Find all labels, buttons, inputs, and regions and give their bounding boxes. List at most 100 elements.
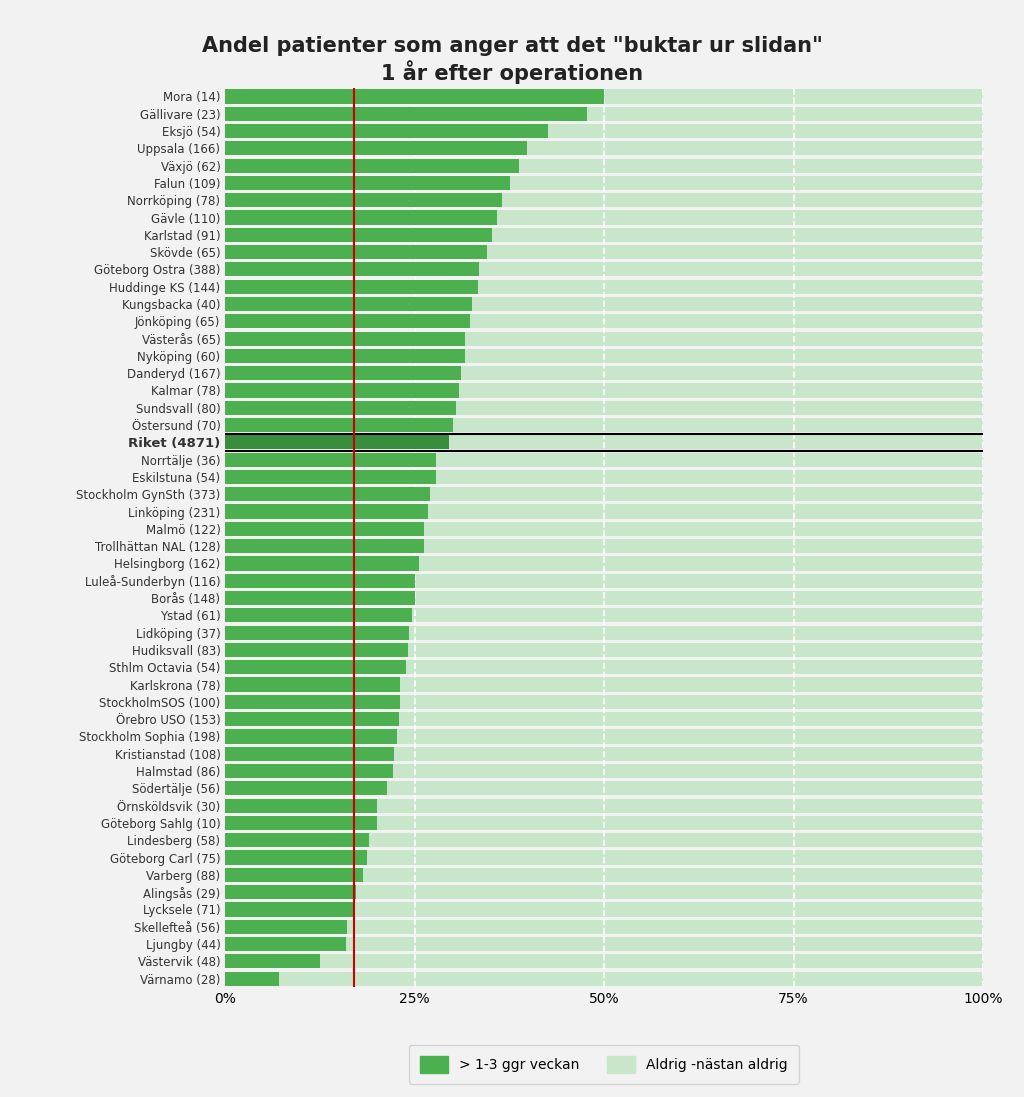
Bar bbox=[225, 954, 983, 969]
Bar bbox=[225, 383, 459, 397]
Bar bbox=[225, 211, 983, 225]
Bar bbox=[225, 833, 370, 847]
Bar bbox=[225, 885, 983, 900]
Bar bbox=[225, 954, 319, 969]
Bar bbox=[225, 400, 983, 415]
Bar bbox=[225, 228, 983, 242]
Bar bbox=[225, 193, 983, 207]
Bar bbox=[225, 245, 983, 259]
Bar bbox=[225, 124, 983, 138]
Bar bbox=[225, 556, 983, 570]
Bar bbox=[225, 280, 477, 294]
Bar bbox=[225, 418, 453, 432]
Bar bbox=[225, 764, 983, 778]
Bar bbox=[225, 280, 983, 294]
Bar bbox=[225, 366, 983, 381]
Bar bbox=[225, 470, 436, 484]
Bar bbox=[225, 453, 436, 467]
Bar bbox=[225, 383, 983, 397]
Bar bbox=[225, 747, 983, 761]
Bar bbox=[225, 314, 470, 328]
Bar bbox=[225, 919, 983, 934]
Bar bbox=[225, 556, 419, 570]
Bar bbox=[225, 781, 983, 795]
Bar bbox=[225, 158, 518, 172]
Bar bbox=[225, 142, 527, 156]
Bar bbox=[225, 799, 377, 813]
Bar bbox=[225, 868, 364, 882]
Bar bbox=[225, 89, 604, 103]
Bar bbox=[225, 972, 280, 986]
Bar bbox=[225, 591, 415, 606]
Bar bbox=[225, 176, 983, 190]
Bar bbox=[225, 764, 393, 778]
Bar bbox=[225, 574, 415, 588]
Bar bbox=[225, 833, 983, 847]
Bar bbox=[225, 937, 983, 951]
Bar bbox=[225, 643, 983, 657]
Bar bbox=[225, 868, 983, 882]
Text: Andel patienter som anger att det "buktar ur slidan"
1 år efter operationen: Andel patienter som anger att det "bukta… bbox=[202, 36, 822, 84]
Bar bbox=[225, 228, 492, 242]
Bar bbox=[225, 678, 983, 692]
Bar bbox=[225, 574, 983, 588]
Bar bbox=[225, 730, 397, 744]
Bar bbox=[225, 505, 428, 519]
Bar bbox=[225, 331, 466, 346]
Bar bbox=[225, 816, 983, 830]
Bar bbox=[225, 937, 346, 951]
Bar bbox=[225, 418, 983, 432]
Legend: > 1-3 ggr veckan, Aldrig -nästan aldrig: > 1-3 ggr veckan, Aldrig -nästan aldrig bbox=[410, 1044, 799, 1084]
Bar bbox=[225, 781, 387, 795]
Bar bbox=[225, 972, 983, 986]
Bar bbox=[225, 522, 983, 536]
Bar bbox=[225, 747, 393, 761]
Bar bbox=[225, 678, 400, 692]
Bar bbox=[225, 625, 983, 640]
Bar bbox=[225, 539, 424, 553]
Bar bbox=[225, 106, 588, 121]
Bar bbox=[225, 505, 983, 519]
Bar bbox=[225, 730, 983, 744]
Bar bbox=[225, 919, 347, 934]
Bar bbox=[225, 694, 399, 709]
Bar bbox=[225, 436, 983, 450]
Bar bbox=[225, 89, 983, 103]
Bar bbox=[225, 262, 479, 276]
Bar bbox=[225, 453, 983, 467]
Bar bbox=[225, 297, 983, 312]
Bar bbox=[225, 591, 983, 606]
Bar bbox=[225, 470, 983, 484]
Bar bbox=[225, 850, 983, 864]
Bar bbox=[225, 885, 355, 900]
Bar bbox=[225, 816, 377, 830]
Bar bbox=[225, 660, 406, 675]
Bar bbox=[225, 211, 498, 225]
Bar bbox=[225, 539, 983, 553]
Bar bbox=[225, 694, 983, 709]
Bar bbox=[225, 487, 430, 501]
Bar bbox=[225, 106, 983, 121]
Bar bbox=[225, 712, 983, 726]
Bar bbox=[225, 625, 410, 640]
Bar bbox=[225, 193, 502, 207]
Bar bbox=[225, 400, 456, 415]
Bar bbox=[225, 487, 983, 501]
Bar bbox=[225, 331, 983, 346]
Bar bbox=[225, 903, 353, 917]
Bar bbox=[225, 608, 412, 622]
Bar bbox=[225, 349, 466, 363]
Bar bbox=[225, 643, 408, 657]
Bar bbox=[225, 608, 983, 622]
Bar bbox=[225, 903, 983, 917]
Bar bbox=[225, 245, 486, 259]
Bar bbox=[225, 660, 983, 675]
Bar bbox=[225, 176, 510, 190]
Bar bbox=[225, 366, 461, 381]
Bar bbox=[225, 349, 983, 363]
Bar bbox=[225, 262, 983, 276]
Bar bbox=[225, 314, 983, 328]
Bar bbox=[225, 712, 398, 726]
Bar bbox=[225, 297, 471, 312]
Bar bbox=[225, 124, 548, 138]
